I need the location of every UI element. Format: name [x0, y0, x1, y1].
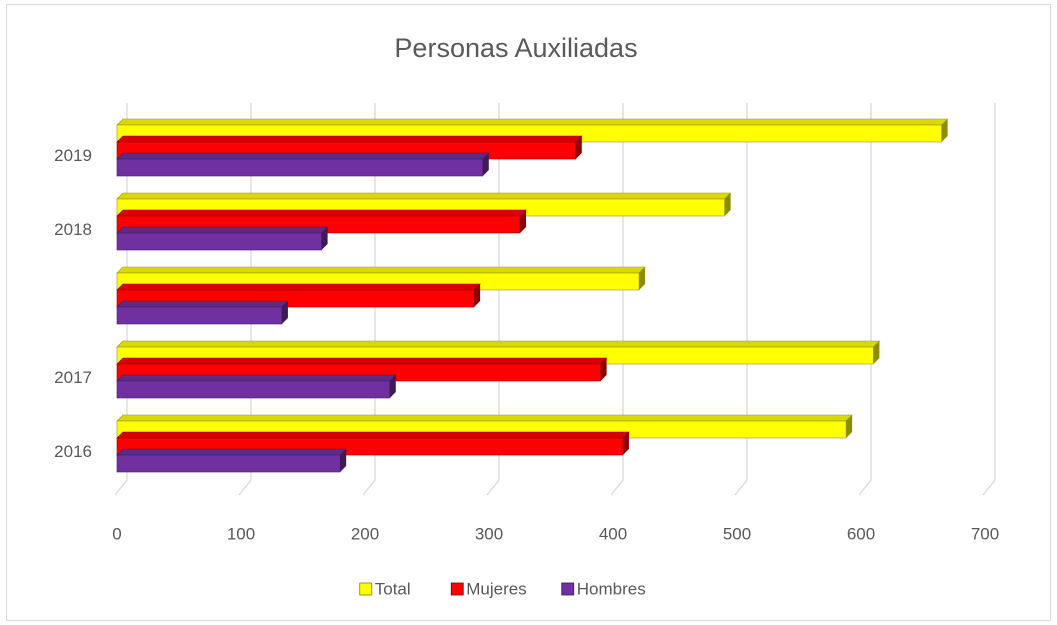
bar-side-face — [622, 432, 629, 455]
bar-top-face — [116, 431, 630, 439]
bar-top-face — [116, 374, 397, 382]
bar-side-face — [321, 227, 328, 250]
bar-top-face — [116, 266, 646, 274]
y-tick-label: 2017 — [54, 368, 92, 387]
bar-side-face — [575, 136, 582, 159]
y-tick-label: 2016 — [54, 442, 92, 461]
bar-top-face — [116, 283, 481, 291]
legend-label: Mujeres — [466, 579, 526, 598]
bar-top-face — [116, 152, 490, 160]
y-tick-label: 2018 — [54, 220, 92, 239]
legend-swatch — [450, 582, 464, 596]
bar-side-face — [724, 193, 731, 216]
bar-top-face — [116, 300, 289, 308]
bar-top-face — [116, 135, 583, 143]
bar-top-face — [116, 192, 732, 200]
bar-side-face — [600, 358, 607, 381]
bar-side-face — [482, 153, 489, 176]
bar — [116, 158, 484, 177]
legend-swatch — [359, 582, 373, 596]
bar-top-face — [116, 414, 853, 422]
x-tick-label: 700 — [971, 524, 999, 543]
legend-swatch — [561, 582, 575, 596]
grid-line — [858, 103, 872, 496]
bar-top-face — [116, 209, 527, 217]
bar-side-face — [281, 301, 288, 324]
x-tick-label: 500 — [723, 524, 751, 543]
y-tick-label: 2019 — [54, 146, 92, 165]
bar-top-face — [116, 357, 608, 365]
bar-side-face — [474, 284, 481, 307]
bar-top-face — [116, 448, 347, 456]
bar-top-face — [116, 340, 881, 348]
bar — [116, 232, 322, 251]
bar — [116, 306, 283, 325]
legend-label: Total — [375, 579, 411, 598]
bar-side-face — [846, 415, 853, 438]
x-tick-label: 400 — [599, 524, 627, 543]
x-tick-label: 200 — [351, 524, 379, 543]
x-tick-label: 300 — [475, 524, 503, 543]
bar-side-face — [639, 267, 646, 290]
grid-line — [734, 103, 748, 496]
legend-label: Hombres — [577, 579, 646, 598]
bar-side-face — [340, 449, 347, 472]
bar-side-face — [873, 341, 880, 364]
x-tick-label: 0 — [112, 524, 121, 543]
chart-title: Personas Auxiliadas — [394, 33, 637, 63]
x-tick-label: 600 — [847, 524, 875, 543]
grid-line — [982, 103, 996, 496]
bar-top-face — [116, 118, 949, 126]
bar-top-face — [116, 226, 329, 234]
x-tick-label: 100 — [227, 524, 255, 543]
grid-line — [610, 103, 624, 496]
bar-side-face — [941, 119, 948, 142]
bar — [116, 454, 341, 473]
bar — [116, 380, 391, 399]
bar-side-face — [389, 375, 396, 398]
bar-side-face — [520, 210, 526, 233]
